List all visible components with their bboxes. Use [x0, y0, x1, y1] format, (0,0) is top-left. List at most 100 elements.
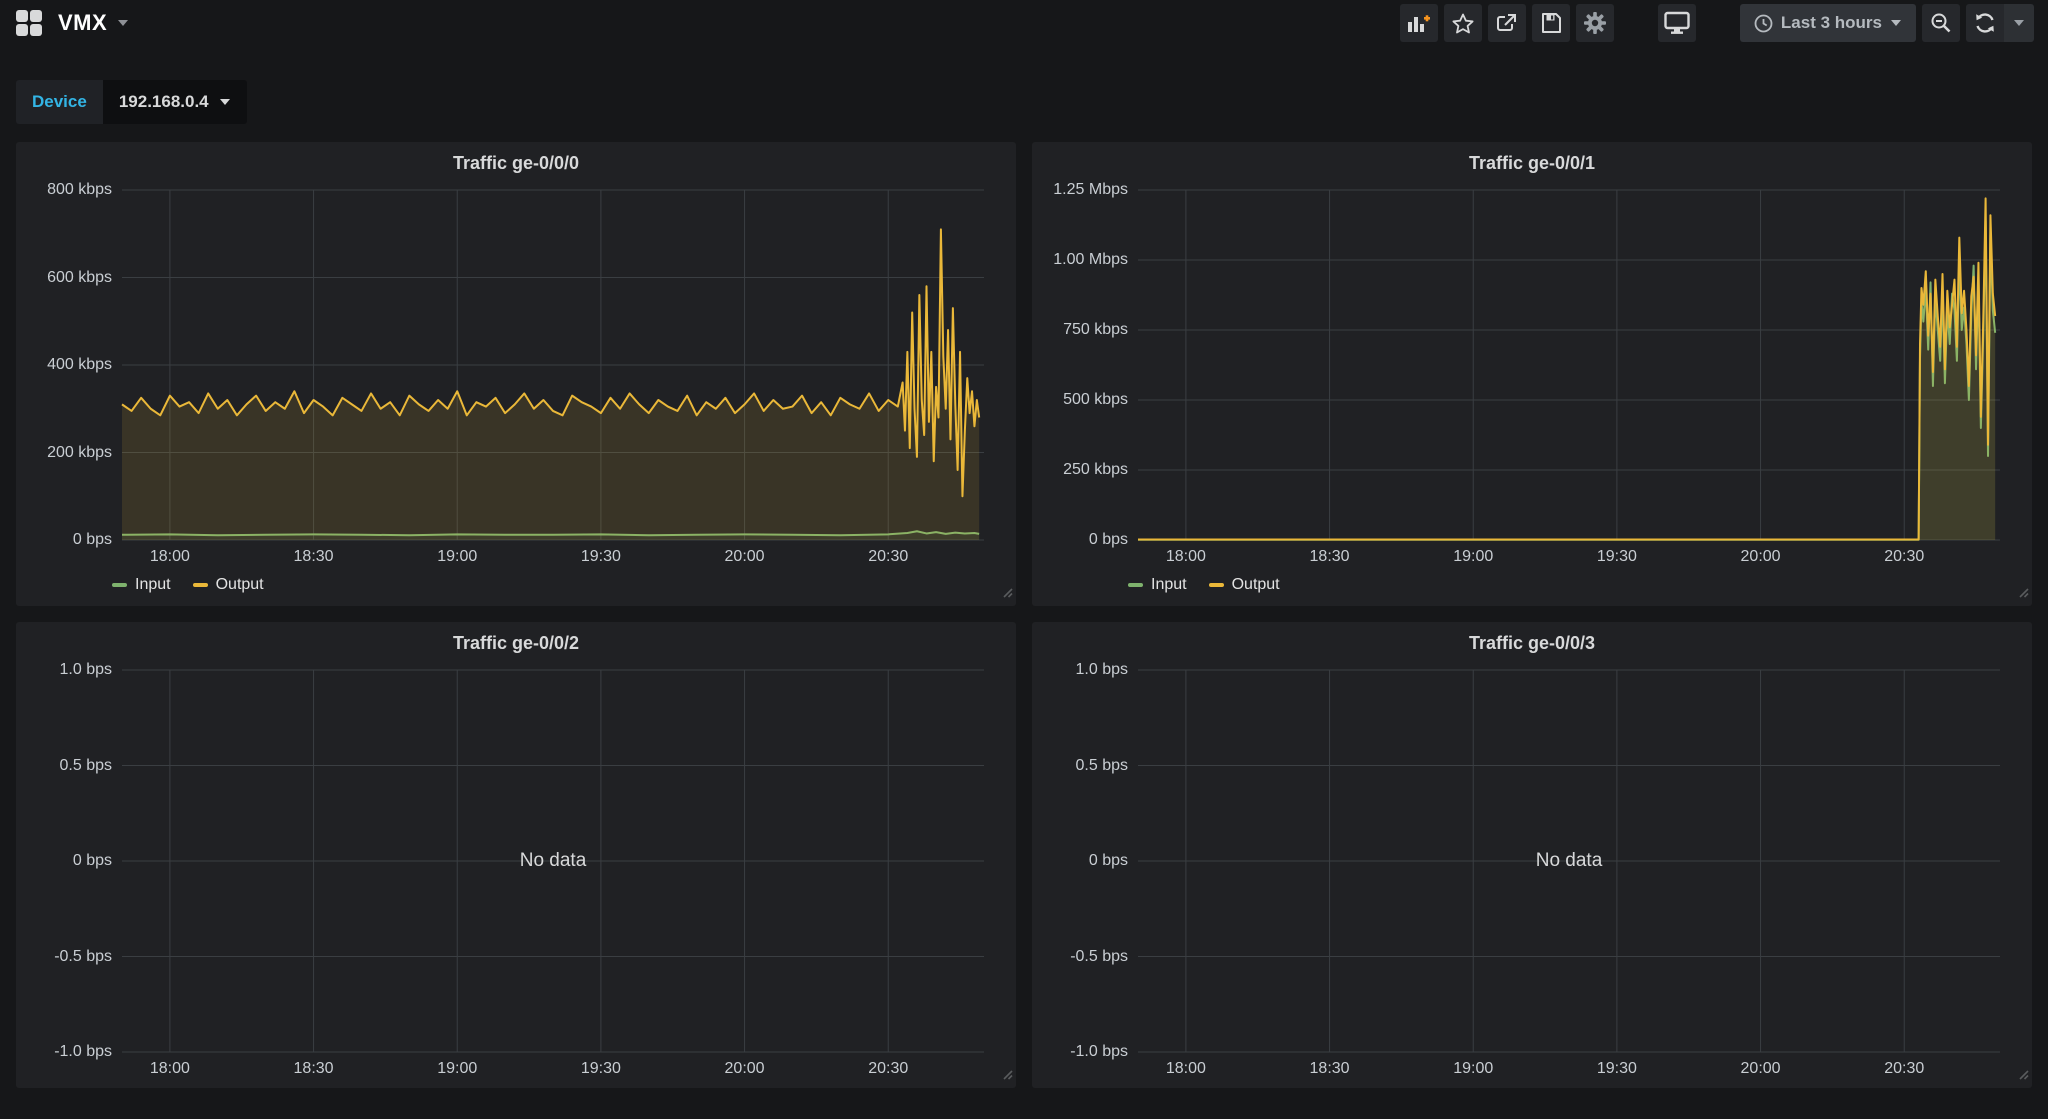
x-axis-tick-label: 20:30: [868, 1060, 909, 1077]
x-axis-tick-label: 20:00: [1740, 548, 1781, 565]
x-axis-tick-label: 19:00: [437, 1060, 478, 1077]
dashboard-panel-grid: Traffic ge-0/0/0 800 kbps 600 kbps 400 kbp…: [16, 142, 2032, 1088]
y-axis-tick-label: 750 kbps: [1063, 321, 1128, 338]
x-axis-tick-label: 18:00: [149, 1060, 190, 1077]
y-axis-tick-label: 500 kbps: [1063, 391, 1128, 408]
legend-label: Output: [215, 576, 264, 593]
panel-title[interactable]: Traffic ge-0/0/2: [452, 632, 580, 653]
refresh-control: [1966, 4, 2034, 42]
panel-resize-handle[interactable]: [2019, 585, 2029, 603]
y-axis-tick-label: 1.25 Mbps: [1053, 181, 1128, 198]
add-panel-icon: [1407, 12, 1431, 34]
no-data-label: No data: [519, 850, 587, 871]
y-axis-tick-label: 1.0 bps: [1075, 661, 1128, 678]
panel-traffic-ge-0-0-1: Traffic ge-0/0/1 1.25 Mbps 1.00 Mbps 750 k…: [1032, 142, 2032, 606]
panel-body: 800 kbps 600 kbps 400 kbps 200 kbps 0 bps 18:…: [16, 181, 1016, 606]
y-axis-tick-label: -0.5 bps: [1070, 947, 1128, 965]
panel-title[interactable]: Traffic ge-0/0/0: [452, 152, 580, 173]
panel-body: 1.25 Mbps 1.00 Mbps 750 kbps 500 kbps 250 kb…: [1032, 181, 2032, 606]
plot-area: 1.0 bps 0.5 bps 0 bps -0.5 bps -1.0 bps 18:00…: [1070, 661, 2000, 1077]
x-axis-tick-label: 19:00: [1453, 548, 1494, 565]
plot-area: 1.25 Mbps 1.00 Mbps 750 kbps 500 kbps 250 kb…: [1053, 181, 2000, 565]
series-output: [1138, 198, 1995, 539]
x-axis-tick-label: 19:30: [1596, 548, 1637, 565]
y-axis-tick-label: 0 bps: [1088, 852, 1128, 869]
y-axis-tick-label: 400 kbps: [47, 356, 112, 373]
save-dashboard-button[interactable]: [1531, 4, 1570, 42]
caret-down-icon: [1890, 19, 1902, 27]
x-axis-tick-label: 19:30: [1596, 1060, 1637, 1077]
device-variable-label: Device: [16, 80, 103, 124]
x-axis-tick-label: 20:30: [1884, 548, 1925, 565]
add-panel-button[interactable]: [1399, 4, 1438, 42]
y-axis-tick-label: -0.5 bps: [54, 947, 112, 965]
plot-area: 1.0 bps 0.5 bps 0 bps -0.5 bps -1.0 bps 18:00…: [54, 661, 984, 1077]
x-axis-tick-label: 18:00: [1165, 548, 1206, 565]
cycle-view-mode-button[interactable]: [1657, 4, 1696, 42]
y-axis-tick-label: 0.5 bps: [59, 756, 112, 774]
legend-label: Input: [135, 576, 171, 593]
series-input: [1138, 221, 1995, 540]
panel-resize-handle[interactable]: [2019, 1067, 2029, 1085]
panel-traffic-ge-0-0-3: Traffic ge-0/0/3 1.0 bps 0.5 bps 0 bps -0.5…: [1032, 622, 2032, 1088]
time-range-label: Last 3 hours: [1780, 13, 1882, 32]
device-variable-value: 192.168.0.4: [118, 92, 209, 111]
legend-item-input[interactable]: Input: [112, 576, 171, 594]
chart-legend: Input Output: [26, 570, 1006, 600]
x-axis-tick-label: 20:00: [724, 1060, 765, 1077]
y-axis-tick-label: 800 kbps: [47, 181, 112, 198]
y-axis-tick-label: 0 bps: [72, 852, 112, 869]
x-axis-tick-label: 18:00: [1165, 1060, 1206, 1077]
x-axis-tick-label: 18:30: [293, 548, 334, 565]
panel-title[interactable]: Traffic ge-0/0/3: [1468, 632, 1596, 653]
refresh-interval-dropdown[interactable]: [2004, 4, 2034, 42]
traffic-chart[interactable]: [122, 190, 984, 540]
clock-icon: [1754, 14, 1773, 33]
legend-item-output[interactable]: Output: [1208, 576, 1280, 594]
device-variable-dropdown[interactable]: 192.168.0.4: [102, 80, 247, 124]
legend-swatch: [1208, 583, 1224, 587]
y-axis-tick-label: 0.5 bps: [1075, 756, 1128, 774]
dashboard-settings-button[interactable]: [1575, 4, 1614, 42]
x-axis-tick-label: 20:30: [868, 548, 909, 565]
caret-down-icon: [117, 19, 129, 27]
traffic-chart[interactable]: [122, 670, 984, 1052]
gear-icon: [1583, 11, 1607, 35]
dashboard-title-dropdown[interactable]: VMX: [58, 10, 129, 36]
x-axis-tick-label: 19:30: [580, 1060, 621, 1077]
zoom-out-icon: [1930, 12, 1952, 34]
legend-swatch: [112, 583, 127, 587]
panel-body: 1.0 bps 0.5 bps 0 bps -0.5 bps -1.0 bps 18:00…: [1032, 661, 2032, 1088]
x-axis-tick-label: 19:00: [1453, 1060, 1494, 1077]
plot-area: 800 kbps 600 kbps 400 kbps 200 kbps 0 bps 18:…: [47, 181, 984, 565]
x-axis-tick-label: 20:00: [1740, 1060, 1781, 1077]
panel-title[interactable]: Traffic ge-0/0/1: [1468, 152, 1596, 173]
monitor-icon: [1664, 11, 1690, 35]
x-axis-tick-label: 18:30: [293, 1060, 334, 1077]
traffic-chart[interactable]: [1138, 670, 2000, 1052]
legend-item-input[interactable]: Input: [1128, 576, 1187, 594]
grid-logo-icon: [15, 9, 43, 37]
panel-resize-handle[interactable]: [1003, 1067, 1013, 1085]
star-dashboard-button[interactable]: [1443, 4, 1482, 42]
zoom-out-button[interactable]: [1922, 4, 1960, 42]
x-axis-tick-label: 19:30: [580, 548, 621, 565]
refresh-icon: [1974, 12, 1996, 34]
legend-label: Input: [1151, 576, 1187, 593]
traffic-chart[interactable]: [1138, 190, 2000, 540]
y-axis-tick-label: 1.0 bps: [59, 661, 112, 678]
grafana-logo[interactable]: [12, 6, 46, 40]
panel-body: 1.0 bps 0.5 bps 0 bps -0.5 bps -1.0 bps 18:00…: [16, 661, 1016, 1088]
legend-swatch: [1128, 583, 1143, 587]
share-dashboard-button[interactable]: [1487, 4, 1526, 42]
y-axis-tick-label: 600 kbps: [47, 268, 112, 286]
chart-legend: Input Output: [1042, 570, 2022, 600]
panel-resize-handle[interactable]: [1003, 585, 1013, 603]
no-data-label: No data: [1535, 850, 1603, 871]
panel-header: Traffic ge-0/0/1: [1032, 142, 2032, 184]
template-variables-row: Device 192.168.0.4: [16, 80, 2032, 124]
panel-header: Traffic ge-0/0/3: [1032, 622, 2032, 664]
time-range-picker[interactable]: Last 3 hours: [1739, 4, 1916, 42]
legend-item-output[interactable]: Output: [192, 576, 264, 594]
refresh-button[interactable]: [1966, 4, 2004, 42]
